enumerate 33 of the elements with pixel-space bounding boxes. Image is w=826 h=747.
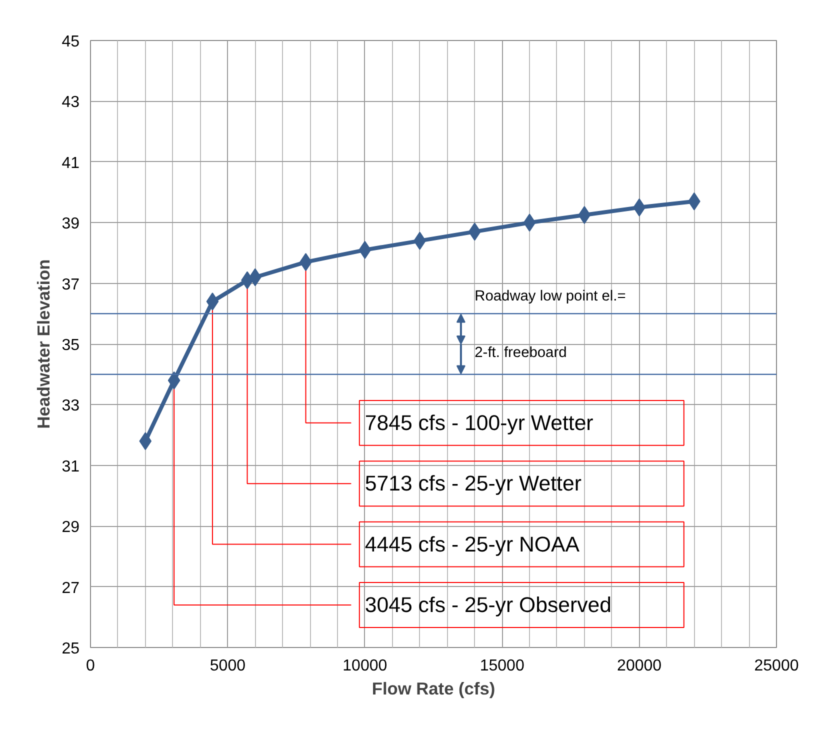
y-axis-title: Headwater Elevation — [34, 259, 54, 429]
point — [139, 432, 152, 450]
point — [206, 292, 219, 311]
point — [468, 222, 481, 241]
annotation: 5713 cfs - 25-yr Wetter — [364, 472, 582, 496]
y-tick-label: 43 — [62, 94, 80, 112]
y-tick-label: 29 — [62, 519, 80, 536]
y-tick-label: 45 — [62, 34, 80, 50]
x-tick-label: 0 — [86, 658, 96, 674]
x-tick-label: 15000 — [480, 658, 524, 674]
x-tick-label: 5000 — [210, 658, 246, 674]
y-tick-label: 39 — [62, 216, 80, 233]
y-tick-label: 35 — [62, 337, 80, 354]
point — [358, 240, 372, 259]
x-tick-label: 20000 — [617, 658, 662, 674]
x-axis-title: Flow Rate (cfs) — [372, 678, 496, 698]
y-tick-label: 41 — [62, 154, 80, 172]
y-tick-label: 27 — [62, 580, 80, 597]
ref-line-label: 2-ft. freeboard — [474, 345, 567, 362]
annotation: 3045 cfs - 25-yr Observed — [364, 593, 612, 618]
x-tick-label: 10000 — [342, 658, 388, 674]
y-tick-label: 31 — [62, 458, 80, 476]
y-tick-label: 25 — [62, 640, 80, 658]
ref-line-label: Roadway low point el.= — [474, 288, 626, 305]
point — [248, 268, 262, 286]
point — [523, 214, 536, 232]
annotation: 7845 cfs - 100-yr Wetter — [364, 410, 594, 435]
x-tick-label: 25000 — [754, 658, 799, 674]
annotation: 4445 cfs - 25-yr NOAA — [364, 532, 580, 556]
point — [578, 206, 591, 224]
point — [168, 371, 180, 390]
y-tick-label: 37 — [62, 276, 80, 294]
y-tick-label: 33 — [62, 398, 80, 415]
